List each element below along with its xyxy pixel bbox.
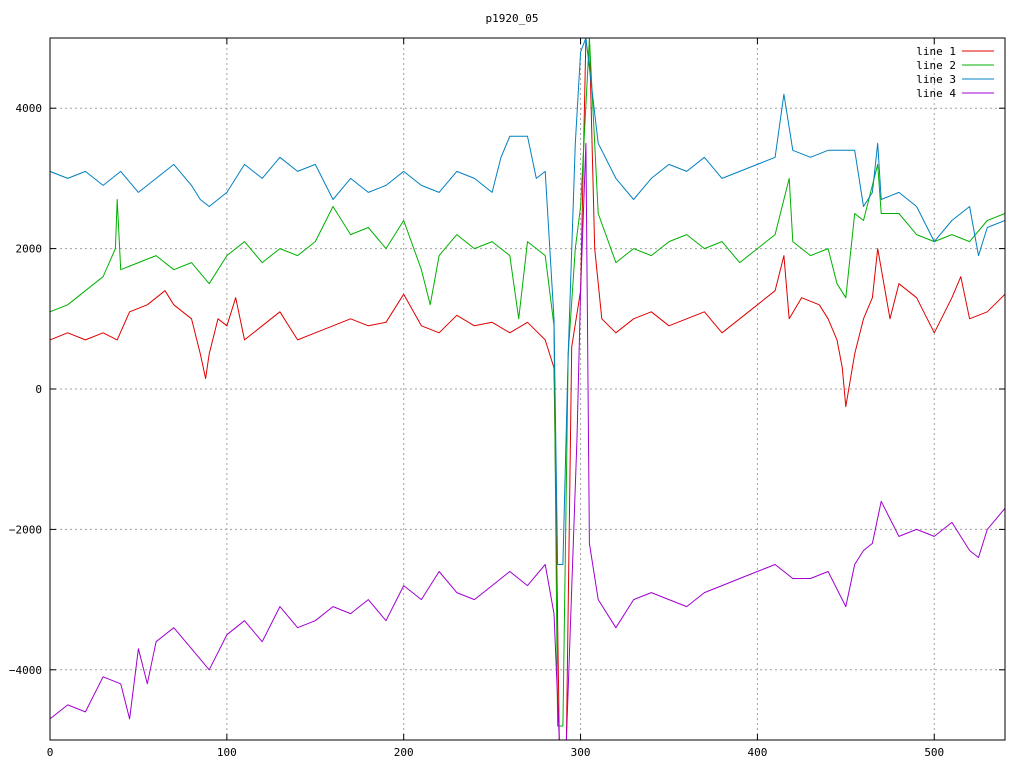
series-line-1 xyxy=(50,38,1005,740)
y-tick-label: 0 xyxy=(35,383,42,396)
y-tick-label: 2000 xyxy=(16,243,43,256)
series-line-2 xyxy=(50,38,1005,727)
x-tick-label: 400 xyxy=(747,746,767,759)
y-tick-label: −2000 xyxy=(9,523,42,536)
series-line-3 xyxy=(50,38,1005,565)
legend-label-2: line 2 xyxy=(916,59,956,72)
ticks-layer: 0 100 200 300 400 500 −4000 −2000 0 2000 4000 xyxy=(9,38,1005,759)
x-tick-label: 300 xyxy=(571,746,591,759)
legend-label-3: line 3 xyxy=(916,73,956,86)
x-tick-label: 0 xyxy=(47,746,54,759)
y-tick-label: 4000 xyxy=(16,102,43,115)
x-tick-label: 200 xyxy=(394,746,414,759)
x-tick-label: 100 xyxy=(217,746,237,759)
x-tick-label: 500 xyxy=(924,746,944,759)
chart-title: p1920_05 xyxy=(486,12,539,25)
legend-label-4: line 4 xyxy=(916,87,956,100)
grid-layer xyxy=(50,38,1005,740)
series-line-4 xyxy=(50,142,1005,740)
series-layer xyxy=(50,38,1005,740)
legend-label-1: line 1 xyxy=(916,45,956,58)
y-tick-label: −4000 xyxy=(9,664,42,677)
